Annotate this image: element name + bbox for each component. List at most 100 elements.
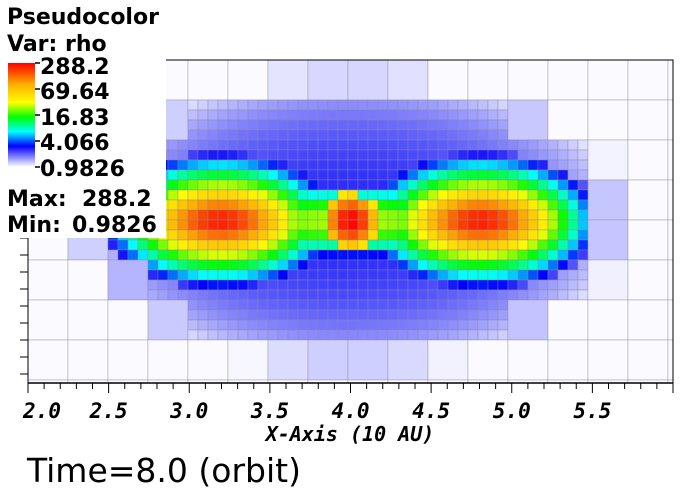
heatmap-cell xyxy=(257,239,269,251)
heatmap-cell xyxy=(517,219,529,231)
heatmap-cell xyxy=(427,139,439,151)
heatmap-cell xyxy=(527,209,539,221)
heatmap-cell xyxy=(447,159,459,171)
heatmap-cell xyxy=(467,149,479,161)
heatmap-cell xyxy=(167,169,179,181)
heatmap-cell xyxy=(487,159,499,171)
heatmap-cell xyxy=(397,249,409,261)
heatmap-cell xyxy=(217,329,229,341)
heatmap-cell xyxy=(357,149,369,161)
heatmap-cell xyxy=(257,249,269,261)
heatmap-cell xyxy=(117,239,129,251)
heatmap-cell xyxy=(427,219,439,231)
heatmap-cell xyxy=(577,229,589,241)
heatmap-cell xyxy=(297,169,309,181)
heatmap-cell xyxy=(337,279,349,291)
heatmap-cell xyxy=(207,199,219,211)
heatmap-cell xyxy=(227,289,239,301)
heatmap-cell xyxy=(257,199,269,211)
heatmap-cell xyxy=(107,239,119,251)
heatmap-cell xyxy=(207,329,219,341)
heatmap-cell xyxy=(397,189,409,201)
heatmap-cell xyxy=(157,249,169,261)
heatmap-cell xyxy=(167,189,179,201)
heatmap-cell xyxy=(417,149,429,161)
x-axis-title: X-Axis (10 AU) xyxy=(264,422,435,446)
heatmap-cell xyxy=(257,119,269,131)
heatmap-cell xyxy=(217,289,229,301)
heatmap-cell xyxy=(467,189,479,201)
heatmap-cell xyxy=(197,299,209,311)
heatmap-cell xyxy=(307,159,319,171)
heatmap-cell xyxy=(207,229,219,241)
heatmap-cell xyxy=(547,289,559,301)
heatmap-cell xyxy=(667,99,674,141)
heatmap-cell xyxy=(467,199,479,211)
heatmap-cell xyxy=(467,229,479,241)
heatmap-cell xyxy=(227,159,239,171)
heatmap-cell xyxy=(567,169,579,181)
heatmap-cell xyxy=(507,249,519,261)
legend-plot-type: Pseudocolor xyxy=(7,5,159,30)
heatmap-cell xyxy=(557,169,569,181)
heatmap-cell xyxy=(507,199,519,211)
heatmap-cell xyxy=(437,179,449,191)
heatmap-cell xyxy=(207,289,219,301)
heatmap-cell xyxy=(167,159,179,171)
heatmap-cell xyxy=(537,209,549,221)
heatmap-cell xyxy=(237,149,249,161)
heatmap-cell xyxy=(377,139,389,151)
heatmap-cell xyxy=(567,159,579,171)
heatmap-cell xyxy=(197,229,209,241)
heatmap-cells xyxy=(27,59,674,384)
heatmap-cell xyxy=(307,289,319,301)
heatmap-cell xyxy=(487,189,499,201)
heatmap-cell xyxy=(497,219,509,231)
heatmap-cell xyxy=(297,99,309,111)
heatmap-cell xyxy=(187,279,199,291)
heatmap-cell xyxy=(507,269,519,281)
heatmap-cell xyxy=(547,59,589,101)
heatmap-cell xyxy=(567,149,579,161)
heatmap-cell xyxy=(407,209,419,221)
heatmap-cell xyxy=(287,139,299,151)
heatmap-cell xyxy=(457,129,469,141)
heatmap-cell xyxy=(367,279,379,291)
heatmap-cell xyxy=(207,119,219,131)
heatmap-cell xyxy=(177,269,189,281)
heatmap-cell xyxy=(327,199,339,211)
heatmap-cell xyxy=(337,289,349,301)
heatmap-cell xyxy=(317,289,329,301)
heatmap-cell xyxy=(667,219,674,261)
heatmap-cell xyxy=(207,159,219,171)
heatmap-cell xyxy=(247,329,259,341)
heatmap-cell xyxy=(417,199,429,211)
heatmap-cell xyxy=(377,229,389,241)
heatmap-cell xyxy=(337,309,349,321)
heatmap-cell xyxy=(437,159,449,171)
heatmap-cell xyxy=(407,289,419,301)
heatmap-cell xyxy=(397,139,409,151)
heatmap-cell xyxy=(547,279,559,291)
heatmap-cell xyxy=(227,279,239,291)
heatmap-cell xyxy=(437,319,449,331)
heatmap-cell xyxy=(177,179,189,191)
heatmap-cell xyxy=(277,219,289,231)
heatmap-cell xyxy=(167,259,179,271)
heatmap-cell xyxy=(317,99,329,111)
heatmap-cell xyxy=(537,269,549,281)
heatmap-cell xyxy=(517,269,529,281)
heatmap-cell xyxy=(337,299,349,311)
heatmap-cell xyxy=(397,279,409,291)
heatmap-cell xyxy=(487,109,499,121)
heatmap-cell xyxy=(527,249,539,261)
heatmap-cell xyxy=(287,219,299,231)
heatmap-cell xyxy=(217,279,229,291)
heatmap-cell xyxy=(487,139,499,151)
heatmap-cell xyxy=(227,209,239,221)
heatmap-cell xyxy=(577,219,589,231)
heatmap-cell xyxy=(487,289,499,301)
heatmap-cell xyxy=(487,179,499,191)
heatmap-cell xyxy=(247,169,259,181)
heatmap-cell xyxy=(297,199,309,211)
